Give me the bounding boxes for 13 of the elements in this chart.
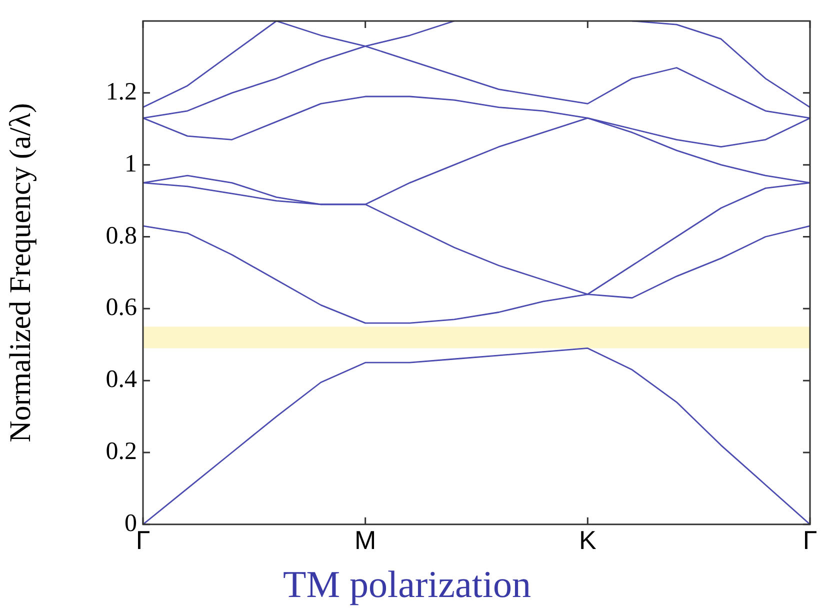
y-tick-label: 0.8	[106, 222, 137, 250]
x-tick-label: Γ	[802, 525, 818, 556]
y-tick-label: 1	[124, 150, 137, 178]
x-tick-label: M	[354, 525, 376, 556]
y-tick-label: 0.4	[106, 366, 138, 394]
x-tick-label: K	[578, 525, 597, 556]
x-tick-label: Γ	[136, 525, 150, 556]
y-tick-label: 0.6	[106, 294, 137, 322]
y-tick-label: 0	[124, 510, 137, 537]
text: TM polarization	[283, 564, 531, 606]
y-axis-title: Normalized Frequency (a/λ)	[4, 102, 37, 442]
y-tick-label: 1.2	[106, 78, 137, 106]
y-tick-label: 0.2	[106, 438, 137, 466]
